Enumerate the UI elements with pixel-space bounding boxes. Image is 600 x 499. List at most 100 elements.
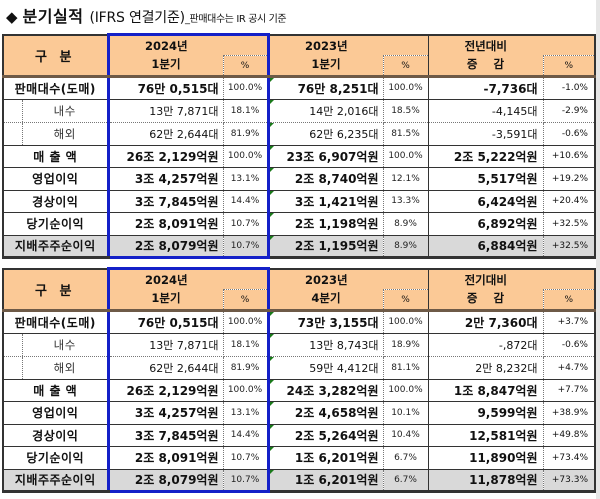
compare-value: 62만 6,235대 <box>266 121 384 146</box>
change-value: 6,424억원 <box>427 189 544 213</box>
change-pct: +73.3% <box>543 468 596 493</box>
header-current-pct: % <box>222 289 270 312</box>
compare-value: 1조 6,201억원 <box>266 468 384 493</box>
yoy-table: 구 분 2024년 2023년 전년대비 1분기 % 1분기 % 증 감 % 판… <box>2 33 596 259</box>
diamond-bullet-icon: ◆ <box>6 8 18 26</box>
row-label: 매 출 액 <box>2 144 108 168</box>
header-compare-pct: % <box>382 55 428 78</box>
table-row: 영업이익 3조 4,257억원 13.1% 2조 8,740억원 12.1% 5… <box>2 167 596 191</box>
title-main: 분기실적 <box>22 7 84 26</box>
qoq-table: 구 분 2024년 2023년 전기대비 1분기 % 4분기 % 증 감 % 판… <box>2 267 596 493</box>
compare-pct: 10.4% <box>383 423 428 447</box>
header-category: 구 분 <box>2 267 108 312</box>
header-compare-pct: % <box>382 289 428 312</box>
table-row: 해외 62만 2,644대 81.9% 62만 6,235대 81.5% -3,… <box>2 121 596 146</box>
table-row: 경상이익 3조 7,845억원 14.4% 2조 5,264억원 10.4% 1… <box>2 423 596 447</box>
compare-pct: 100.0% <box>383 144 428 168</box>
row-label: 내수 <box>2 332 108 357</box>
current-value: 2조 8,091억원 <box>106 212 224 236</box>
current-value: 62만 2,644대 <box>106 121 224 146</box>
table-row: 판매대수(도매) 76만 0,515대 100.0% 76만 8,251대 10… <box>2 76 596 100</box>
row-label: 해외 <box>2 121 108 146</box>
header-change-sub: 증 감 <box>427 55 543 78</box>
table-row: 매 출 액 26조 2,129억원 100.0% 23조 6,907억원 100… <box>2 144 596 168</box>
compare-pct: 18.5% <box>383 98 428 123</box>
table-row-total: 지배주주순이익 2조 8,079억원 10.7% 2조 1,195억원 8.9%… <box>2 234 596 259</box>
current-pct: 18.1% <box>223 98 270 123</box>
change-value: 5,517억원 <box>427 167 544 191</box>
row-label: 판매대수(도매) <box>2 310 108 334</box>
change-value: 11,890억원 <box>427 446 544 470</box>
header-row-2: 1분기 % 4분기 % 증 감 % <box>3 289 596 312</box>
current-pct: 14.4% <box>223 423 270 447</box>
change-value: 2만 7,360대 <box>427 310 544 334</box>
current-pct: 10.7% <box>223 468 270 493</box>
compare-pct: 100.0% <box>383 378 428 402</box>
compare-pct: 8.9% <box>383 234 428 259</box>
change-value: -3,591대 <box>427 121 544 146</box>
current-pct: 10.7% <box>223 234 270 259</box>
current-value: 2조 8,091억원 <box>106 446 224 470</box>
header-compare-year: 2023년 <box>266 267 383 290</box>
current-pct: 10.7% <box>223 446 270 470</box>
header-row: 구 분 2024년 2023년 전년대비 <box>2 33 596 78</box>
header-compare-year: 2023년 <box>266 33 383 56</box>
compare-value: 3조 1,421억원 <box>266 189 384 213</box>
change-pct: +20.4% <box>543 189 596 213</box>
current-pct: 100.0% <box>223 76 270 100</box>
table-row: 판매대수(도매) 76만 0,515대 100.0% 73만 3,155대 10… <box>2 310 596 334</box>
compare-value: 23조 6,907억원 <box>266 144 384 168</box>
compare-value: 13만 8,743대 <box>266 332 384 357</box>
current-value: 3조 4,257억원 <box>106 401 224 425</box>
row-label: 영업이익 <box>2 401 108 425</box>
table-row: 매 출 액 26조 2,129억원 100.0% 24조 3,282억원 100… <box>2 378 596 402</box>
current-value: 3조 7,845억원 <box>106 423 224 447</box>
table-row: 경상이익 3조 7,845억원 14.4% 3조 1,421억원 13.3% 6… <box>2 189 596 213</box>
compare-pct: 81.1% <box>383 355 428 380</box>
header-current-year: 2024년 <box>106 267 223 290</box>
current-pct: 100.0% <box>223 310 270 334</box>
compare-value: 2조 8,740억원 <box>266 167 384 191</box>
row-label: 지배주주순이익 <box>2 468 108 493</box>
header-compare-period: 1분기 <box>266 55 383 78</box>
table-row: 내수 13만 7,871대 18.1% 13만 8,743대 18.9% -,8… <box>2 332 596 357</box>
change-value: 12,581억원 <box>427 423 544 447</box>
header-row: 구 분 2024년 2023년 전기대비 <box>2 267 596 312</box>
header-row-2: 1분기 % 1분기 % 증 감 % <box>3 55 596 78</box>
compare-pct: 8.9% <box>383 212 428 236</box>
change-pct: +73.4% <box>543 446 596 470</box>
current-value: 13만 7,871대 <box>106 332 224 357</box>
row-label: 지배주주순이익 <box>2 234 108 259</box>
change-pct: +7.7% <box>543 378 596 402</box>
row-label: 내수 <box>2 98 108 123</box>
current-value: 26조 2,129억원 <box>106 378 224 402</box>
change-value: 6,884억원 <box>427 234 544 259</box>
page-title: ◆ 분기실적 (IFRS 연결기준) _판매대수는 IR 공시 기준 <box>6 3 287 27</box>
change-value: 2만 8,232대 <box>427 355 544 380</box>
header-change-title: 전기대비 <box>427 267 543 290</box>
current-value: 13만 7,871대 <box>106 98 224 123</box>
compare-pct: 100.0% <box>383 76 428 100</box>
compare-value: 2조 1,195억원 <box>266 234 384 259</box>
row-label: 당기순이익 <box>2 446 108 470</box>
table-row: 내수 13만 7,871대 18.1% 14만 2,016대 18.5% -4,… <box>2 98 596 123</box>
current-pct: 10.7% <box>223 212 270 236</box>
row-label: 매 출 액 <box>2 378 108 402</box>
compare-pct: 12.1% <box>383 167 428 191</box>
header-change-pct: % <box>542 55 596 78</box>
compare-value: 73만 3,155대 <box>266 310 384 334</box>
header-change-pct: % <box>542 289 596 312</box>
compare-value: 2조 5,264억원 <box>266 423 384 447</box>
row-label: 경상이익 <box>2 189 108 213</box>
change-value: 11,878억원 <box>427 468 544 493</box>
change-pct: -0.6% <box>543 121 596 146</box>
change-pct: +49.8% <box>543 423 596 447</box>
header-compare-period: 4분기 <box>266 289 383 312</box>
header-current-pct: % <box>222 55 270 78</box>
compare-value: 76만 8,251대 <box>266 76 384 100</box>
change-value: -4,145대 <box>427 98 544 123</box>
change-value: 1조 8,847억원 <box>427 378 544 402</box>
table-row: 영업이익 3조 4,257억원 13.1% 2조 4,658억원 10.1% 9… <box>2 401 596 425</box>
current-pct: 81.9% <box>223 121 270 146</box>
table-row: 당기순이익 2조 8,091억원 10.7% 1조 6,201억원 6.7% 1… <box>2 446 596 470</box>
